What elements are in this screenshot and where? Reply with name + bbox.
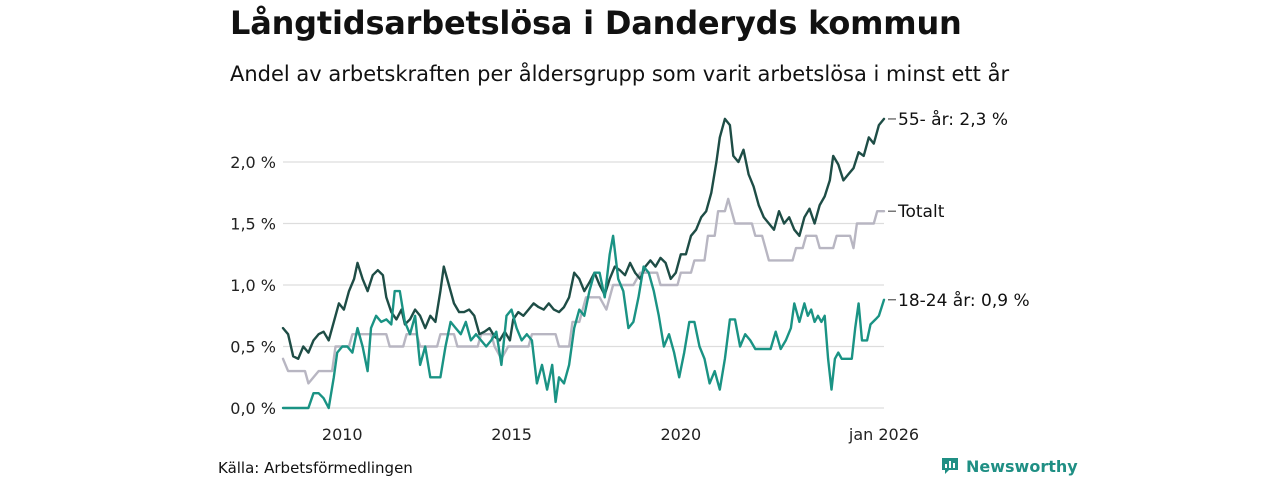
series-end-label: 18-24 år: 0,9 % [898, 290, 1030, 311]
series-line-totalt [281, 197, 886, 385]
x-tick-label: 2010 [322, 425, 363, 444]
x-tick-label: jan 2026 [848, 425, 919, 444]
series-line-55-r [281, 117, 886, 360]
newsworthy-logo: Newsworthy [940, 456, 1078, 476]
x-tick-label: 2015 [491, 425, 532, 444]
x-tick-label: 2020 [660, 425, 701, 444]
gridlines [283, 161, 884, 409]
chart-subtitle: Andel av arbetskraften per åldersgrupp s… [230, 62, 1010, 86]
series-line-18-24-r [281, 234, 886, 410]
y-tick-label: 2,0 % [230, 153, 276, 172]
source-note: Källa: Arbetsförmedlingen [218, 459, 413, 477]
series-end-labels: Totalt 55- år: 2,3 % 18-24 år: 0,9 % [888, 109, 1030, 311]
y-tick-label: 0,5 % [230, 338, 276, 357]
series-lines [281, 117, 886, 410]
y-axis-ticks: 0,0 % 0,5 % 1,0 % 1,5 % 2,0 % [230, 153, 276, 418]
series-end-label: 55- år: 2,3 % [898, 109, 1008, 130]
x-axis-ticks: 2010 2015 2020 jan 2026 [322, 425, 919, 444]
chart-title: Långtidsarbetslösa i Danderyds kommun [230, 4, 962, 42]
y-tick-label: 1,0 % [230, 276, 276, 295]
bar-chart-icon [942, 458, 958, 474]
brand-name: Newsworthy [966, 456, 1078, 476]
y-tick-label: 1,5 % [230, 215, 276, 234]
series-end-label: Totalt [897, 202, 945, 222]
y-tick-label: 0,0 % [230, 399, 276, 418]
